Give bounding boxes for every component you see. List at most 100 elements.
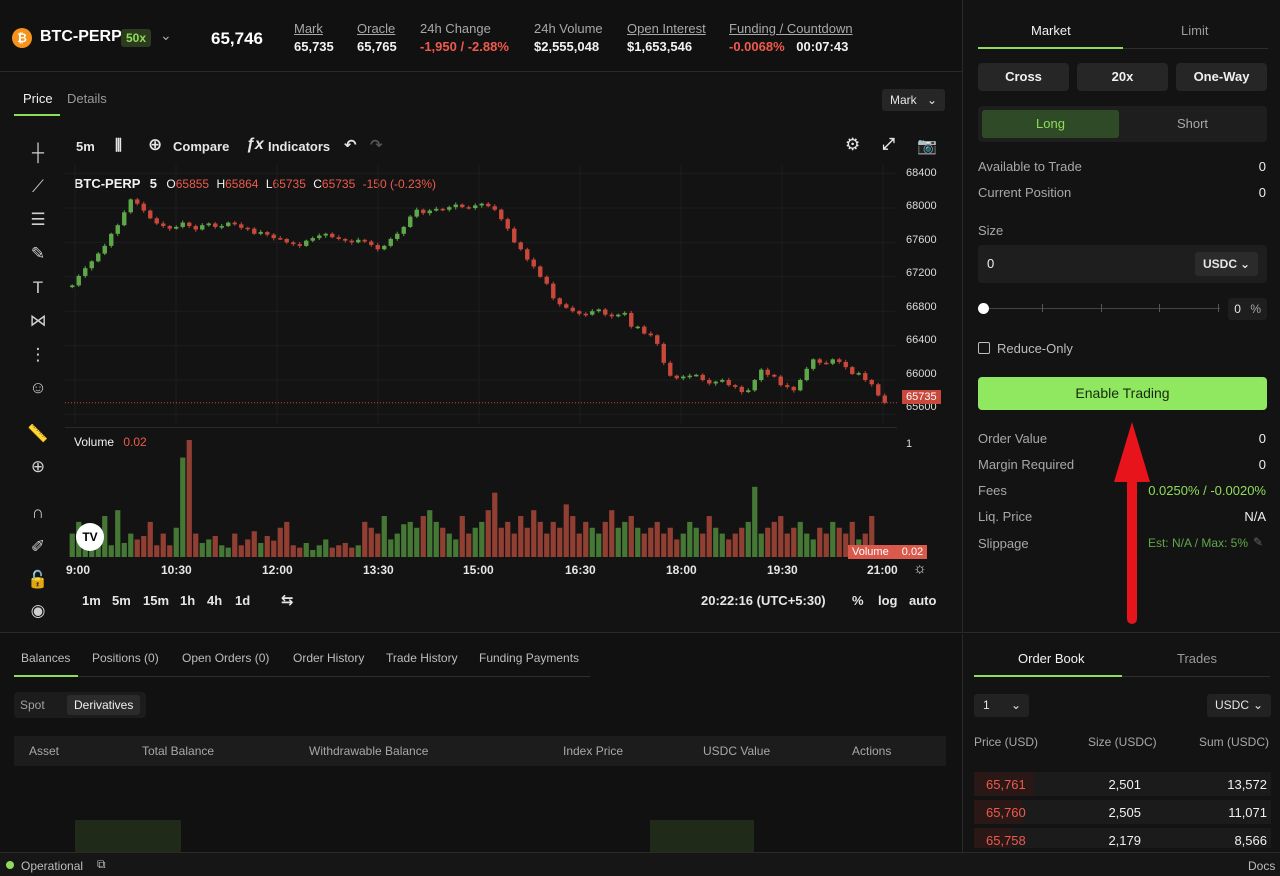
reduce-only-label[interactable]: Reduce-Only xyxy=(997,341,1073,356)
undo-icon[interactable]: ↶ xyxy=(344,137,357,154)
price-source-select[interactable]: Mark ⌄ xyxy=(882,89,945,111)
indicators-button[interactable]: Indicators xyxy=(268,139,331,154)
fullscreen-icon[interactable]: ⤢ xyxy=(882,136,895,153)
indicators-icon[interactable]: ƒx xyxy=(246,136,264,153)
eye-icon[interactable]: ◉ xyxy=(30,601,46,620)
interval-selector[interactable]: 5m xyxy=(76,139,95,154)
ruler-icon[interactable]: 📏 xyxy=(27,424,49,443)
tab-order-book[interactable]: Order Book xyxy=(1018,651,1085,666)
emoji-icon[interactable]: ☺ xyxy=(29,378,47,397)
external-link-icon[interactable]: ⧉ xyxy=(97,857,106,871)
orderbook-unit-select[interactable]: USDC ⌄ xyxy=(1207,694,1271,717)
candle xyxy=(778,376,783,386)
lock-icon[interactable]: 🔓 xyxy=(27,570,49,589)
long-button[interactable]: Long xyxy=(982,110,1119,138)
size-unit-select[interactable]: USDC ⌄ xyxy=(1195,252,1258,276)
stat-value: $1,653,546 xyxy=(627,39,693,54)
trend-line-icon[interactable]: ⟋ xyxy=(32,177,44,196)
tab-trades[interactable]: Trades xyxy=(1177,651,1217,666)
tab-price[interactable]: Price xyxy=(23,91,53,106)
ask-row[interactable]: 65,760 2,505 11,071 xyxy=(974,800,1271,824)
candle xyxy=(408,216,413,227)
tab-open-orders[interactable]: Open Orders (0) xyxy=(182,651,270,665)
leverage-button[interactable]: 20x xyxy=(1077,63,1168,91)
timeframe-15m[interactable]: 15m xyxy=(143,593,170,608)
crosshair-icon[interactable]: ┼ xyxy=(31,143,45,162)
chart-clock[interactable]: 20:22:16 (UTC+5:30) xyxy=(701,593,826,608)
depth-bar xyxy=(974,772,1034,796)
tab-details[interactable]: Details xyxy=(67,91,107,106)
tab-limit[interactable]: Limit xyxy=(1181,23,1209,38)
legend-o-label: O xyxy=(166,177,176,191)
add-compare-icon[interactable]: ⊕ xyxy=(148,135,163,154)
zoom-in-icon[interactable]: ⊕ xyxy=(30,457,46,476)
size-slider-handle[interactable] xyxy=(978,303,989,314)
margin-mode-button[interactable]: Cross xyxy=(978,63,1069,91)
timeframe-5m[interactable]: 5m xyxy=(112,593,131,608)
pattern-icon[interactable]: ⋈ xyxy=(29,311,47,330)
camera-icon[interactable]: 📷 xyxy=(917,138,937,155)
redo-icon[interactable]: ↷ xyxy=(370,137,383,154)
volume-bar xyxy=(641,533,647,557)
volume-bar xyxy=(329,547,335,557)
segment-derivatives[interactable]: Derivatives xyxy=(67,695,141,715)
reduce-only-checkbox[interactable] xyxy=(978,342,990,354)
tab-funding-payments[interactable]: Funding Payments xyxy=(479,651,580,665)
stat-mark: Mark 65,735 xyxy=(294,21,334,54)
volume-bar xyxy=(160,533,166,557)
slider-percent-input[interactable]: 0 % xyxy=(1228,298,1267,320)
chart-panel: Price Details Mark ⌄ ┼ ⟋ ☰ ✎ T ⋈ ⋮ ☺ 📏 ⊕… xyxy=(0,73,962,633)
status-text[interactable]: Operational xyxy=(21,859,84,873)
size-slider-track[interactable] xyxy=(984,308,1220,309)
ask-row[interactable]: 65,761 2,501 13,572 xyxy=(974,772,1271,796)
horizontal-lines-icon[interactable]: ☰ xyxy=(30,210,46,229)
axis-settings-icon[interactable]: ☼ xyxy=(913,560,927,577)
volume-chart[interactable] xyxy=(65,430,897,557)
size-input-value[interactable]: 0 xyxy=(987,256,995,271)
text-tool-icon[interactable]: T xyxy=(32,278,44,297)
tab-order-history[interactable]: Order History xyxy=(293,651,365,665)
size-input[interactable]: 0 USDC ⌄ xyxy=(978,245,1267,283)
chevron-down-icon[interactable]: ⌄ xyxy=(160,27,172,43)
magnet-icon[interactable]: ∩ xyxy=(31,503,45,522)
stat-label[interactable]: Oracle xyxy=(357,21,396,36)
stat-label[interactable]: Funding / Countdown xyxy=(729,21,853,36)
prediction-icon[interactable]: ⋮ xyxy=(29,345,47,364)
tab-market[interactable]: Market xyxy=(1031,23,1071,38)
position-mode-button[interactable]: One-Way xyxy=(1176,63,1267,91)
stat-label[interactable]: Mark xyxy=(294,21,323,36)
lock-drawing-icon[interactable]: ✐ xyxy=(30,537,46,556)
price-chart[interactable] xyxy=(65,165,897,423)
short-button[interactable]: Short xyxy=(1176,116,1209,131)
tab-balances[interactable]: Balances xyxy=(21,651,71,665)
price-axis[interactable]: 68400 68000 67600 67200 66800 66400 6600… xyxy=(897,165,947,557)
tab-positions[interactable]: Positions (0) xyxy=(92,651,159,665)
y-tick: 65600 xyxy=(906,401,937,413)
tradingview-logo[interactable]: TV xyxy=(76,523,104,551)
candle xyxy=(616,314,621,317)
auto-scale-toggle[interactable]: auto xyxy=(909,593,937,608)
edit-pencil-icon[interactable]: ✎ xyxy=(1253,535,1264,549)
candle xyxy=(141,203,146,211)
candle-type-icon[interactable]: ⫼ xyxy=(115,137,122,154)
log-scale-toggle[interactable]: log xyxy=(878,593,898,608)
segment-spot[interactable]: Spot xyxy=(20,698,45,712)
compare-button[interactable]: Compare xyxy=(173,139,230,154)
settings-gear-icon[interactable]: ⚙ xyxy=(845,135,861,154)
chevron-down-icon: ⌄ xyxy=(926,93,937,107)
timeframe-1d[interactable]: 1d xyxy=(235,593,251,608)
tab-trade-history[interactable]: Trade History xyxy=(386,651,458,665)
stat-label[interactable]: Open Interest xyxy=(627,21,706,36)
enable-trading-button[interactable]: Enable Trading xyxy=(978,377,1267,410)
timeframe-1h[interactable]: 1h xyxy=(180,593,196,608)
market-symbol[interactable]: BTC-PERP xyxy=(40,28,122,45)
timeframe-4h[interactable]: 4h xyxy=(207,593,223,608)
timeframe-1m[interactable]: 1m xyxy=(82,593,101,608)
brush-icon[interactable]: ✎ xyxy=(30,244,46,263)
ask-row[interactable]: 65,758 2,179 8,566 xyxy=(974,828,1271,848)
candle xyxy=(271,234,276,239)
docs-link[interactable]: Docs xyxy=(1248,859,1276,873)
price-grouping-select[interactable]: 1 ⌄ xyxy=(974,694,1029,717)
date-range-icon[interactable]: ⇆ xyxy=(281,592,294,609)
percent-scale-toggle[interactable]: % xyxy=(852,593,864,608)
